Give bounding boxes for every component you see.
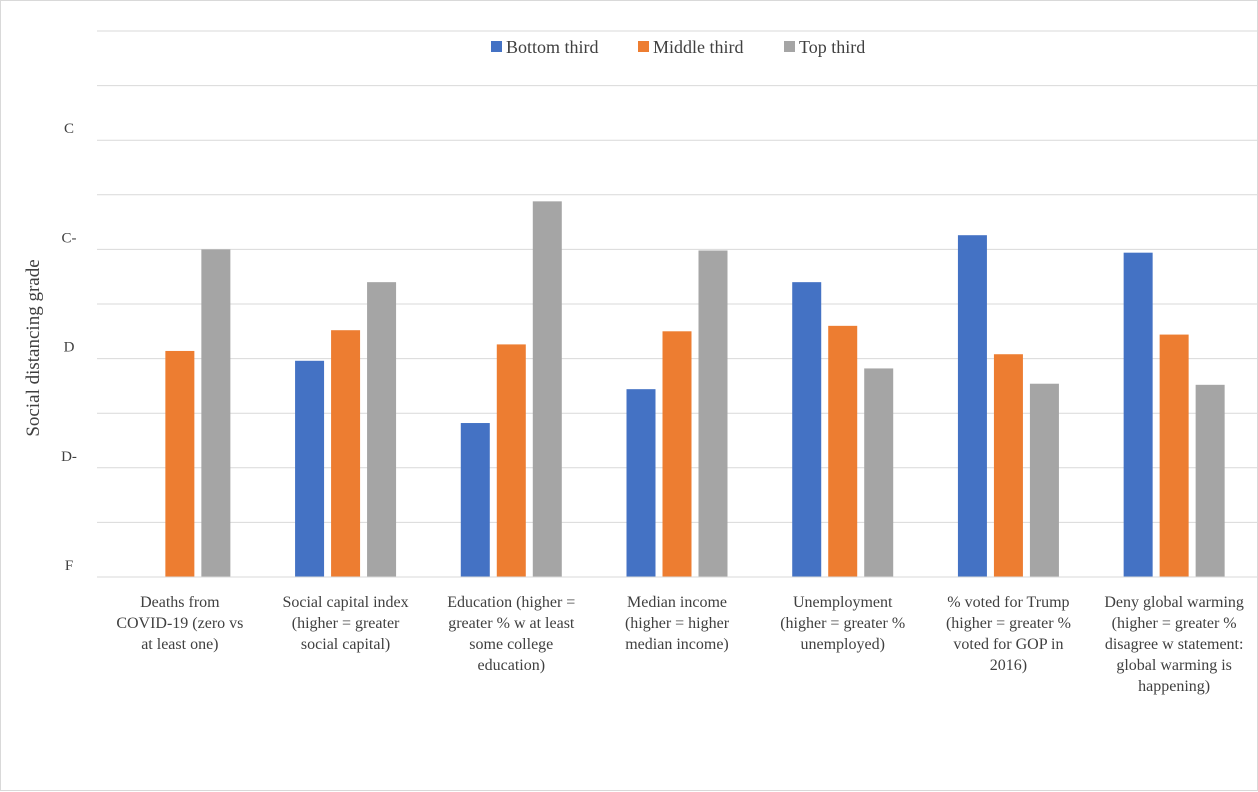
x-category-label-line: (higher = greater (292, 615, 400, 632)
x-category-label-line: social capital) (301, 636, 390, 653)
bar (1123, 252, 1153, 577)
x-category-label-line: disagree w statement: (1105, 636, 1244, 653)
legend-label: Bottom third (506, 37, 599, 57)
x-category-label-line: (higher = higher (625, 615, 730, 632)
legend-swatch (491, 41, 502, 52)
bar (828, 325, 858, 577)
x-category-label: Unemployment (higher = greater % unemploye… (780, 594, 905, 653)
x-category-label-line: greater % w at least (448, 615, 575, 632)
x-category-label-line: (higher = greater % (946, 615, 1071, 632)
x-category-label-line: happening) (1138, 678, 1210, 695)
bar (792, 282, 822, 577)
legend-swatch (784, 41, 795, 52)
x-category-label-line: median income) (625, 636, 729, 653)
legend: Bottom third Middle third Top third (491, 37, 865, 57)
x-category-label-line: at least one) (141, 636, 218, 653)
x-category-label: Median income (higher = higher median inco… (625, 594, 730, 653)
bar (496, 344, 526, 577)
x-category-label-line: Education (higher = (447, 594, 575, 611)
x-category-label-line: Social capital index (282, 594, 408, 611)
x-category-label-line: education) (478, 657, 546, 674)
bars (165, 201, 1225, 578)
x-category-label-line: 2016) (990, 657, 1027, 674)
x-category-label: Education (higher = greater % w at least s… (447, 594, 575, 674)
bar (1159, 334, 1189, 577)
y-tick-label: D (64, 340, 75, 356)
bar (532, 201, 562, 578)
x-category-label: Social capital index (higher = greater soc… (282, 594, 408, 653)
y-axis-ticks: F D- D C- C (61, 121, 77, 574)
bar (957, 235, 987, 578)
y-tick-label: C (64, 121, 74, 137)
bar (698, 250, 728, 577)
bar (1029, 383, 1059, 577)
x-category-label-line: Deaths from (140, 594, 220, 611)
legend-label: Top third (799, 37, 865, 57)
x-category-label-line: some college (469, 636, 553, 653)
y-tick-label: C- (62, 230, 77, 246)
x-category-label: Deny global warming (higher = greater % di… (1104, 594, 1244, 695)
x-category-label-line: (higher = greater % (1112, 615, 1237, 632)
x-category-label-line: Unemployment (793, 594, 893, 611)
bar (201, 249, 231, 577)
x-category-label-line: Deny global warming (1104, 594, 1244, 611)
x-category-label-line: unemployed) (801, 636, 885, 653)
x-category-label-line: % voted for Trump (947, 594, 1069, 611)
bar (662, 331, 692, 577)
x-category-label-line: voted for GOP in (953, 636, 1063, 653)
bar (626, 389, 656, 577)
gridlines (97, 30, 1257, 523)
x-axis-category-labels: Deaths from COVID-19 (zero vs at least one… (116, 594, 1244, 695)
bar (1195, 384, 1225, 577)
x-category-label-line: global warming is (1116, 657, 1232, 674)
y-axis-title: Social distancing grade (23, 259, 44, 436)
bar (295, 360, 325, 577)
x-category-label: % voted for Trump (higher = greater % vote… (946, 594, 1071, 674)
x-category-label: Deaths from COVID-19 (zero vs at least one… (116, 594, 243, 653)
bar (864, 368, 894, 577)
y-tick-label: D- (61, 449, 77, 465)
x-category-label-line: Median income (627, 594, 727, 611)
y-tick-label: F (65, 558, 73, 574)
legend-label: Middle third (653, 37, 744, 57)
bar (993, 354, 1023, 577)
bar (331, 330, 361, 577)
bar (460, 423, 490, 577)
bar (165, 350, 195, 577)
x-category-label-line: (higher = greater % (780, 615, 905, 632)
x-category-label-line: COVID-19 (zero vs (116, 615, 243, 632)
legend-swatch (638, 41, 649, 52)
bar (367, 282, 397, 577)
